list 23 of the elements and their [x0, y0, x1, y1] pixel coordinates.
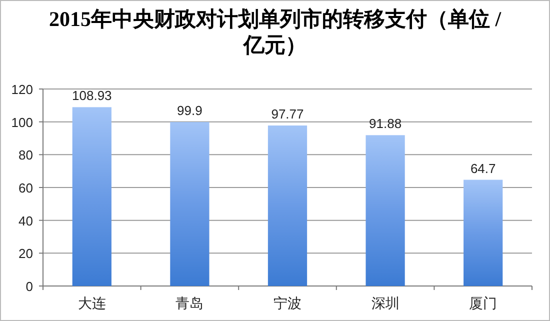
y-tick-label: 0 [26, 279, 33, 294]
bar [268, 125, 308, 286]
y-tick-label: 40 [18, 213, 33, 228]
data-label: 91.88 [369, 116, 402, 132]
chart-title: 2015年中央财政对计划单列市的转移支付（单位 / 亿元） [48, 6, 502, 58]
y-tick-label: 100 [11, 114, 33, 130]
x-tick-label: 深圳 [371, 296, 400, 312]
data-label: 97.77 [271, 106, 304, 122]
x-tick-label: 大连 [78, 296, 106, 312]
bar [170, 122, 210, 286]
data-label: 99.9 [177, 102, 202, 118]
bar [366, 135, 405, 286]
x-tick-label: 青岛 [176, 296, 204, 312]
x-tick-label: 厦门 [469, 296, 498, 312]
x-tick-label: 宁波 [274, 296, 302, 312]
y-tick-label: 20 [18, 246, 33, 262]
y-tick-label: 60 [18, 180, 33, 196]
data-label: 108.93 [72, 88, 112, 104]
bar [72, 107, 112, 286]
y-tick-label: 80 [18, 148, 33, 163]
data-label: 64.7 [470, 160, 496, 176]
y-tick-label: 120 [11, 82, 33, 97]
bar [464, 180, 503, 286]
